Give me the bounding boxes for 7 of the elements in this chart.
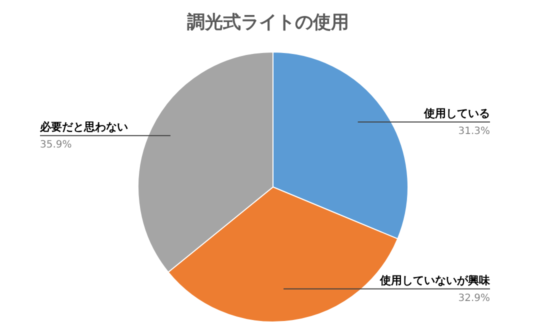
chart-title: 調光式ライトの使用: [187, 12, 349, 33]
data-label: 35.9%: [40, 140, 72, 151]
slice-label: 必要だと思わない: [39, 120, 128, 134]
slice-label: 使用している: [423, 107, 490, 120]
data-label: 32.9%: [458, 292, 490, 304]
slice-label: 使用していないが興味: [379, 274, 491, 287]
data-label: 31.3%: [458, 126, 490, 138]
